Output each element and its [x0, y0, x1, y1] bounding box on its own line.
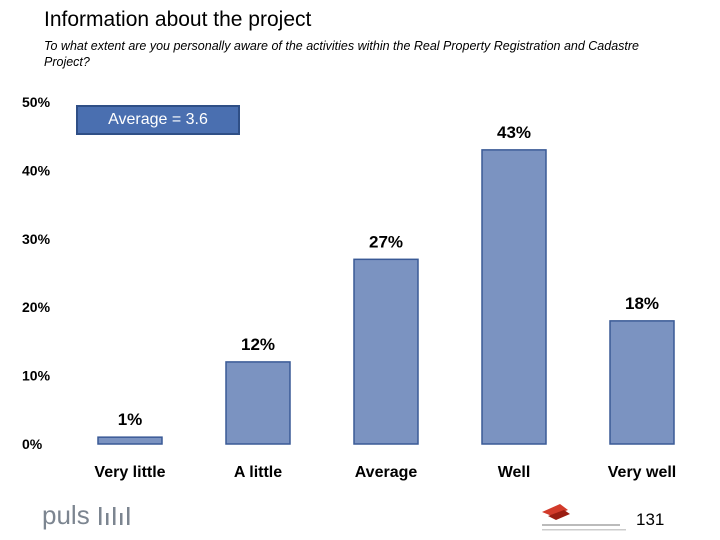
bar: [97, 436, 163, 445]
y-axis-ticks: 0% 10% 20% 30% 40% 50%: [22, 94, 51, 452]
page-number: 131: [636, 510, 665, 529]
y-tick-label: 10%: [22, 368, 51, 384]
y-tick-label: 40%: [22, 162, 51, 178]
page-subtitle: To what extent are you personally aware …: [44, 39, 639, 69]
bars: [97, 149, 675, 445]
bar: [225, 361, 291, 445]
data-label: 12%: [241, 335, 275, 354]
average-badge: Average = 3.6: [76, 105, 240, 135]
y-tick-label: 50%: [22, 94, 51, 110]
x-category-label: Average: [355, 464, 418, 481]
data-labels: 1% 12% 27% 43% 18%: [118, 123, 659, 429]
x-category-label: Very little: [94, 464, 165, 481]
x-axis-categories: Very little A little Average Well Very well: [94, 464, 676, 481]
x-category-label: A little: [234, 464, 282, 481]
page-title: Information about the project: [44, 8, 312, 31]
data-label: 18%: [625, 294, 659, 313]
y-tick-label: 0%: [22, 436, 43, 452]
data-label: 43%: [497, 123, 531, 142]
brand-logo-bars-icon: [99, 507, 130, 525]
data-label: 1%: [118, 410, 143, 429]
x-category-label: Well: [498, 464, 531, 481]
bar: [609, 320, 675, 445]
brand-logo-text: puls: [42, 500, 90, 530]
y-tick-label: 30%: [22, 231, 51, 247]
x-category-label: Very well: [608, 464, 677, 481]
bar: [481, 149, 547, 445]
bar: [353, 258, 419, 445]
y-tick-label: 20%: [22, 299, 51, 315]
sponsor-logo-icon: [542, 504, 626, 531]
data-label: 27%: [369, 232, 403, 251]
